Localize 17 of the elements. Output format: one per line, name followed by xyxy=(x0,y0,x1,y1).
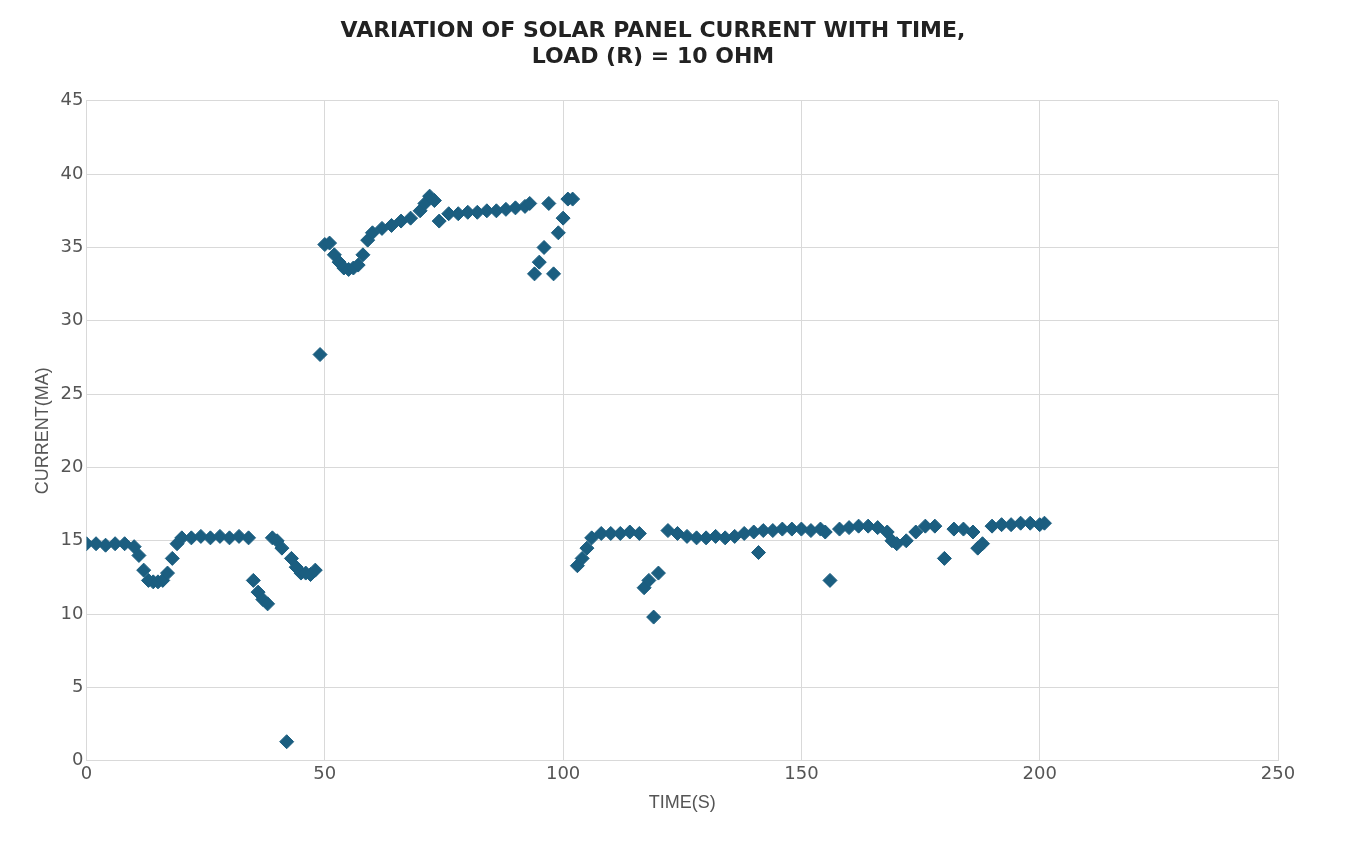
y-tick-label: 25 xyxy=(60,381,84,403)
x-tick-label: 250 xyxy=(1260,762,1296,784)
x-tick-label: 200 xyxy=(1022,762,1057,784)
x-axis-title: TIME(S) xyxy=(648,792,716,813)
y-tick-label: 5 xyxy=(72,675,84,697)
y-tick-label: 40 xyxy=(60,161,84,183)
y-tick-label: 20 xyxy=(60,455,84,477)
y-tick-label: 45 xyxy=(60,88,84,110)
y-axis-title: CURRENT(MA) xyxy=(31,367,52,495)
y-tick-label: 35 xyxy=(60,235,84,257)
x-tick-label: 150 xyxy=(784,762,819,784)
y-tick-label: 10 xyxy=(60,601,84,623)
y-tick-label: 30 xyxy=(60,308,84,330)
chart-title: VARIATION OF SOLAR PANEL CURRENT WITH TIME, LOAD (R) = 10 OHM xyxy=(340,16,966,69)
x-tick-label: 50 xyxy=(313,762,337,784)
y-tick-label: 15 xyxy=(60,528,84,550)
x-tick-label: 100 xyxy=(545,762,581,784)
